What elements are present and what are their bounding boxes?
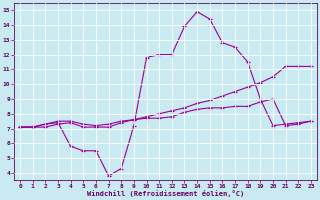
X-axis label: Windchill (Refroidissement éolien,°C): Windchill (Refroidissement éolien,°C): [87, 190, 244, 197]
